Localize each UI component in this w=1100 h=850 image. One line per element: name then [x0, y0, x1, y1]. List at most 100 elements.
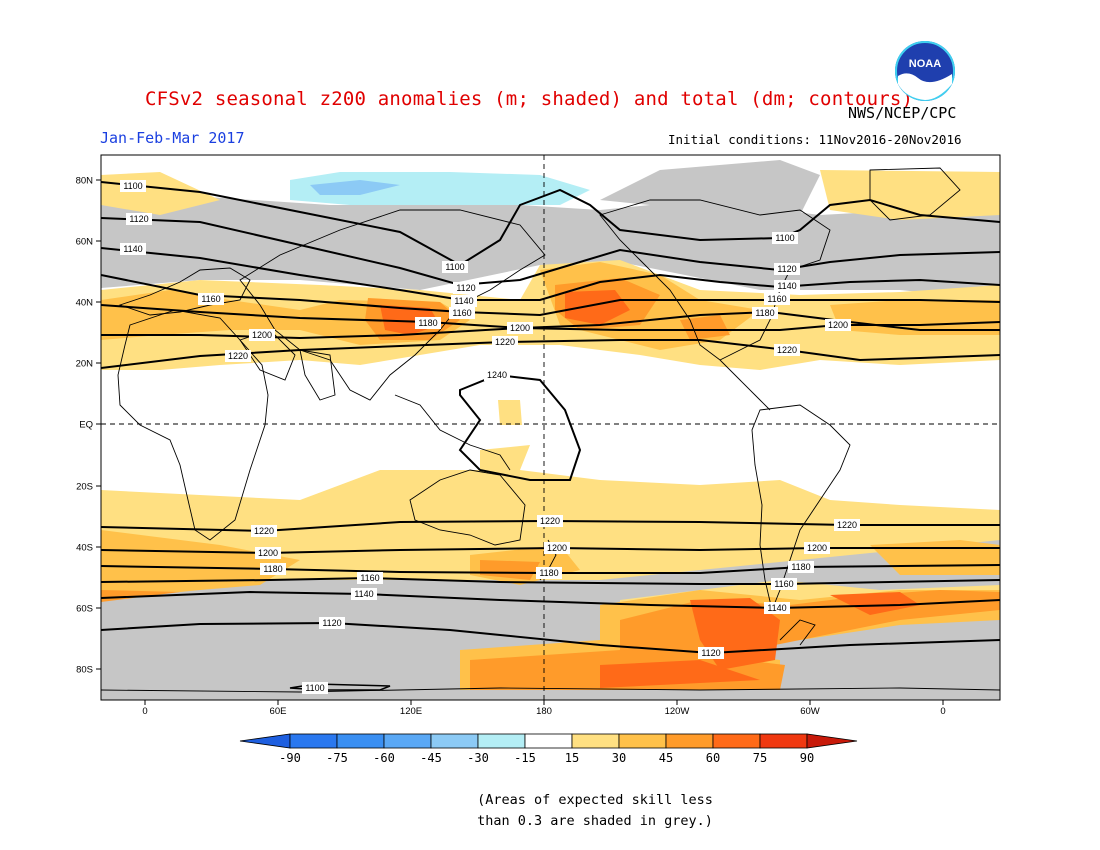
colorbar-swatches	[239, 733, 858, 749]
colorbar-label: -75	[326, 751, 348, 765]
contour-label: 1220	[774, 344, 800, 356]
z200-anomaly-map: 1100 1120 1140 1160 1200 1220 1100 1120 1140 1160…	[76, 154, 1001, 717]
colorbar-label: 30	[612, 751, 626, 765]
contour-label-text: 1160	[360, 573, 379, 583]
contour-label-text: 1180	[263, 564, 282, 574]
longitude-axis: 0 60E 120E 180 120W 60W 0	[142, 700, 946, 717]
lon-label: 120W	[665, 706, 690, 717]
contour-label: 1200	[255, 547, 281, 559]
contour-label-text: 1180	[418, 318, 437, 328]
lat-label: 20S	[76, 482, 93, 493]
contour-label: 1120	[453, 282, 479, 294]
contour-label-text: 1220	[777, 345, 797, 355]
lon-label: 120E	[400, 706, 422, 717]
contour-label: 1100	[772, 232, 798, 244]
contour-label-text: 1120	[129, 214, 148, 224]
contour-label-text: 1200	[807, 543, 827, 553]
contour-label-text: 1100	[123, 181, 142, 191]
contour-label: 1220	[251, 525, 277, 537]
contour-label-text: 1140	[123, 244, 142, 254]
contour-label: 1200	[249, 329, 275, 341]
colorbar-swatch	[430, 733, 479, 749]
colorbar-labels: -90 -75 -60 -45 -30 -15 15 30 45 60 75 90	[279, 751, 814, 765]
lat-label: 80N	[76, 176, 94, 187]
latitude-axis: 80N 60N 40N 20N EQ 20S 40S 60S 80S	[76, 176, 101, 676]
colorbar-swatch	[383, 733, 432, 749]
colorbar-label: 45	[659, 751, 673, 765]
contour-label: 1100	[442, 261, 468, 273]
contour-label-text: 1200	[547, 543, 567, 553]
contour-label: 1220	[492, 336, 518, 348]
contour-label: 1180	[536, 567, 562, 579]
colorbar: -90 -75 -60 -45 -30 -15 15 30 45 60 75 90	[239, 733, 858, 765]
colorbar-label: 75	[753, 751, 767, 765]
colorbar-label: -30	[467, 751, 489, 765]
lat-label: 40N	[76, 298, 94, 309]
footnote-line-1: (Areas of expected skill less	[477, 792, 713, 808]
contour-label-text: 1220	[495, 337, 515, 347]
lat-label: 20N	[76, 359, 94, 370]
contour-label-text: 1180	[791, 562, 810, 572]
colorbar-swatch	[336, 733, 385, 749]
colorbar-label: -60	[373, 751, 395, 765]
contour-label-text: 1200	[258, 548, 278, 558]
contour-label: 1140	[120, 243, 146, 255]
contour-label: 1120	[126, 213, 152, 225]
colorbar-swatch	[524, 733, 573, 749]
lon-label: 0	[142, 706, 147, 717]
colorbar-swatch	[618, 733, 667, 749]
colorbar-label: 15	[565, 751, 579, 765]
colorbar-label: -45	[420, 751, 442, 765]
contour-label-text: 1160	[201, 294, 220, 304]
colorbar-label: -90	[279, 751, 301, 765]
anomaly-neg-30-45	[310, 180, 400, 195]
map-title: CFSv2 seasonal z200 anomalies (m; shaded…	[145, 88, 914, 110]
contour-label-text: 1180	[755, 308, 774, 318]
contour-label-text: 1140	[777, 281, 796, 291]
contour-label-text: 1100	[305, 683, 324, 693]
lon-label: 60W	[800, 706, 820, 717]
contour-label-text: 1120	[701, 648, 720, 658]
contour-label: 1160	[198, 293, 224, 305]
colorbar-swatch	[806, 733, 858, 749]
contour-label: 1160	[764, 293, 790, 305]
lon-label: 180	[536, 706, 552, 717]
contour-label: 1200	[825, 319, 851, 331]
lat-label: 60N	[76, 237, 94, 248]
contour-label-text: 1220	[540, 516, 560, 526]
contour-label-text: 1240	[487, 370, 507, 380]
contour-label-text: 1100	[445, 262, 464, 272]
contour-label-text: 1100	[775, 233, 794, 243]
contour-label: 1120	[698, 647, 724, 659]
skill-footnote: (Areas of expected skill less than 0.3 a…	[470, 790, 720, 832]
contour-label: 1100	[120, 180, 146, 192]
contour-label-text: 1200	[828, 320, 848, 330]
colorbar-swatch	[289, 733, 338, 749]
contour-label: 1180	[415, 317, 441, 329]
lon-label: 0	[940, 706, 945, 717]
contour-label: 1200	[544, 542, 570, 554]
agency-label: NWS/NCEP/CPC	[848, 104, 957, 122]
anomaly-neg-15-30	[290, 172, 590, 205]
contour-label-text: 1160	[774, 579, 793, 589]
contour-label-text: 1120	[777, 264, 796, 274]
noaa-logo: NOAA	[895, 41, 955, 101]
contour-label-text: 1140	[767, 603, 786, 613]
colorbar-label: 60	[706, 751, 720, 765]
contour-label: 1220	[834, 519, 860, 531]
contour-label: 1220	[225, 350, 251, 362]
contour-label: 1200	[804, 542, 830, 554]
season-label: Jan-Feb-Mar 2017	[100, 129, 245, 147]
contour-label: 1160	[449, 307, 475, 319]
contour-label-text: 1120	[322, 618, 341, 628]
colorbar-swatch	[759, 733, 808, 749]
contour-label-text: 1220	[837, 520, 857, 530]
colorbar-label: 90	[800, 751, 814, 765]
contour-label: 1140	[764, 602, 790, 614]
contour-label: 1140	[774, 280, 800, 292]
colorbar-swatch	[477, 733, 526, 749]
footnote-line-2: than 0.3 are shaded in grey.)	[477, 813, 713, 829]
contour-label: 1100	[302, 682, 328, 694]
colorbar-swatch	[665, 733, 714, 749]
colorbar-swatch	[571, 733, 620, 749]
